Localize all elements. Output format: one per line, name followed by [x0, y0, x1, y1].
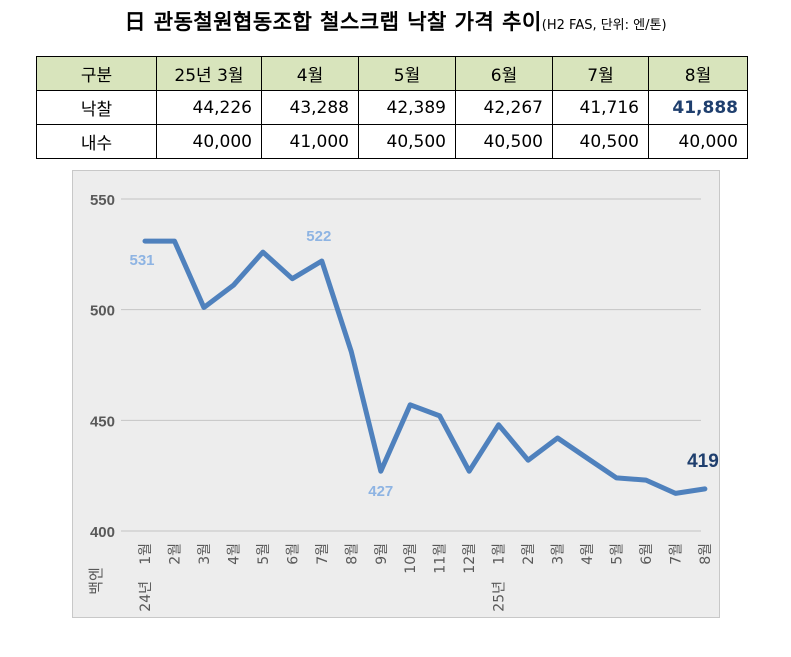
- data-label: 522: [306, 228, 331, 245]
- table-cell: 44,226: [156, 90, 262, 125]
- title-main: 日 관동철원협동조합 철스크랩 낙찰 가격 추이: [124, 10, 542, 34]
- data-point: [703, 487, 707, 491]
- x-tick-label: 2월: [521, 543, 537, 565]
- y-axis-label: 백엔: [87, 567, 105, 595]
- x-tick-label: 2월: [167, 543, 183, 565]
- x-tick-label: 8월: [698, 543, 714, 565]
- y-tick-label-550: 550: [90, 192, 115, 209]
- data-label: 427: [368, 483, 393, 500]
- chart-plot: 400 450 500 550 백엔 1월 2월 3월 4월 5월 6월 7월 8월 9월 10월 11월 12…: [87, 192, 719, 612]
- data-point: [143, 239, 147, 243]
- data-label: 531: [129, 252, 154, 269]
- data-point: [202, 305, 206, 309]
- x-tick-label: 3월: [551, 543, 567, 565]
- x-tick-label: 4월: [580, 543, 596, 565]
- table-row-domestic: 내수 40,000 41,000 40,500 40,500 40,500 40…: [36, 124, 748, 159]
- data-point: [644, 478, 648, 482]
- data-point: [615, 476, 619, 480]
- data-point: [526, 458, 530, 462]
- x-tick-label: 6월: [639, 543, 655, 565]
- line-chart: 400 450 500 550 백엔 1월 2월 3월 4월 5월 6월 7월 8월 9월 10월 11월 12…: [72, 170, 720, 618]
- table-cell: 40,500: [358, 124, 456, 159]
- series-line-0: [142, 238, 708, 496]
- table-cell: 42,267: [455, 90, 553, 125]
- x-tick-label: 5월: [610, 543, 626, 565]
- y-tick-label-500: 500: [90, 303, 115, 320]
- x-tick-label: 12월: [462, 543, 478, 574]
- header-cell-may: 5월: [358, 56, 456, 91]
- data-point: [261, 250, 265, 254]
- table-cell: 40,000: [648, 124, 748, 159]
- y-tick-label-400: 400: [90, 524, 115, 541]
- table-cell-highlight: 41,888: [648, 90, 748, 125]
- x-tick-label: 9월: [374, 543, 390, 565]
- chart-title: 日 관동철원협동조합 철스크랩 낙찰 가격 추이(H2 FAS, 단위: 엔/톤…: [0, 6, 791, 36]
- data-point: [349, 350, 353, 354]
- table-cell: 42,389: [358, 90, 456, 125]
- table-cell: 41,716: [552, 90, 649, 125]
- data-point: [320, 259, 324, 263]
- x-tick-label: 7월: [668, 543, 684, 565]
- data-point: [585, 456, 589, 460]
- data-point: [290, 277, 294, 281]
- data-point: [438, 414, 442, 418]
- price-table: 구분 25년 3월 4월 5월 6월 7월 8월 낙찰 44,226 43,28…: [36, 56, 748, 159]
- row-label-domestic: 내수: [36, 124, 157, 159]
- x-tick-label: 3월: [197, 543, 213, 565]
- data-point: [172, 239, 176, 243]
- x-year-label: 24년: [138, 581, 154, 612]
- x-year-label: 25년: [492, 581, 508, 612]
- table-cell: 40,000: [156, 124, 262, 159]
- table-row-bid: 낙찰 44,226 43,288 42,389 42,267 41,716 41…: [36, 90, 748, 125]
- x-tick-label: 8월: [344, 543, 360, 565]
- data-point: [467, 469, 471, 473]
- table-cell: 40,500: [455, 124, 553, 159]
- header-cell-apr: 4월: [261, 56, 359, 91]
- header-cell-mar: 25년 3월: [156, 56, 262, 91]
- x-tick-label: 10월: [403, 543, 419, 574]
- header-cell-jul: 7월: [552, 56, 649, 91]
- x-tick-label: 4월: [226, 543, 242, 565]
- x-tick-label: 7월: [315, 543, 331, 565]
- x-tick-label: 11월: [433, 543, 449, 574]
- table-cell: 40,500: [552, 124, 649, 159]
- header-cell-jun: 6월: [455, 56, 553, 91]
- table-header-row: 구분 25년 3월 4월 5월 6월 7월 8월: [36, 56, 748, 91]
- title-unit: (H2 FAS, 단위: 엔/톤): [541, 18, 667, 33]
- data-point: [379, 469, 383, 473]
- table-cell: 43,288: [261, 90, 359, 125]
- data-point: [556, 436, 560, 440]
- table-cell: 41,000: [261, 124, 359, 159]
- data-label: 419: [687, 451, 719, 472]
- data-point: [497, 423, 501, 427]
- x-tick-label: 1월: [138, 543, 154, 565]
- row-label-bid: 낙찰: [36, 90, 157, 125]
- x-tick-label: 5월: [256, 543, 272, 565]
- data-point: [231, 283, 235, 287]
- header-cell-category: 구분: [36, 56, 157, 91]
- data-point: [673, 491, 677, 495]
- y-tick-label-450: 450: [90, 413, 115, 430]
- data-point: [408, 403, 412, 407]
- x-tick-label: 6월: [285, 543, 301, 565]
- x-tick-label: 1월: [492, 543, 508, 565]
- header-cell-aug: 8월: [648, 56, 748, 91]
